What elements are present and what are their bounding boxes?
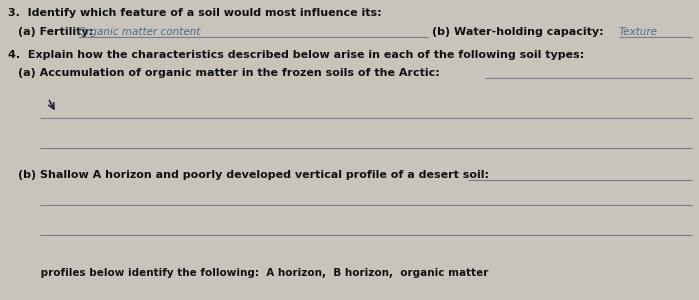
Text: Organic matter content: Organic matter content (78, 27, 201, 37)
Text: Texture: Texture (619, 27, 658, 37)
Text: (b) Shallow A horizon and poorly developed vertical profile of a desert soil:: (b) Shallow A horizon and poorly develop… (18, 170, 489, 180)
Text: (b) Water-holding capacity:: (b) Water-holding capacity: (432, 27, 604, 37)
Text: profiles below identify the following:  A horizon,  B horizon,  organic matter: profiles below identify the following: A… (8, 268, 489, 278)
Text: (a) Accumulation of organic matter in the frozen soils of the Arctic:: (a) Accumulation of organic matter in th… (18, 68, 440, 78)
Text: 3.  Identify which feature of a soil would most influence its:: 3. Identify which feature of a soil woul… (8, 8, 382, 18)
Text: 4.  Explain how the characteristics described below arise in each of the followi: 4. Explain how the characteristics descr… (8, 50, 584, 60)
Text: (a) Fertility:: (a) Fertility: (18, 27, 93, 37)
